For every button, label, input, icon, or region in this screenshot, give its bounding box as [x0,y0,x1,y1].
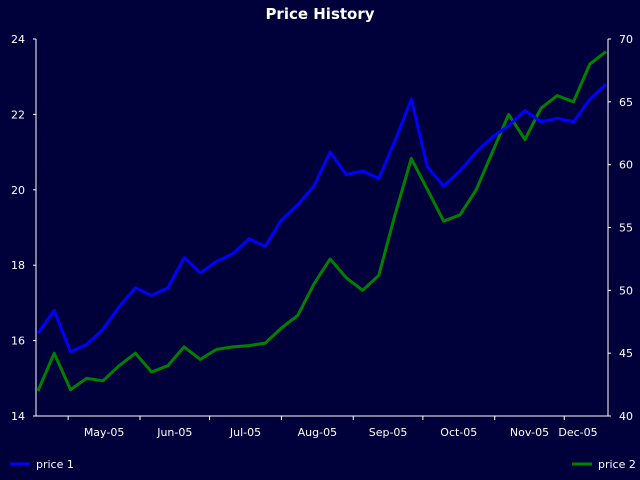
y-right-tick-label: 55 [619,222,633,235]
y-right-tick-label: 60 [619,159,633,172]
y-left-tick-label: 14 [11,410,25,423]
y-right-tick-label: 40 [619,410,633,423]
x-tick-label: Jun-05 [156,426,192,439]
legend-label-price-2: price 2 [598,458,636,471]
series-line-price-1 [36,83,608,354]
x-tick-label: Aug-05 [298,426,337,439]
legend-label-price-1: price 1 [36,458,74,471]
y-right-tick-label: 45 [619,347,633,360]
x-tick-label: Jul-05 [229,426,261,439]
y-right-tick-label: 70 [619,33,633,46]
x-tick-label: May-05 [84,426,125,439]
plot-axes: 14 16 18 20 22 24 40 45 50 55 60 65 70 May-05 Jun-05 Ju… [11,33,633,439]
x-tick-label: Nov-05 [510,426,549,439]
x-tick-label: Oct-05 [440,426,477,439]
y-left-tick-label: 24 [11,33,25,46]
series-line-price-2 [36,50,607,392]
x-tick-label: Dec-05 [558,426,597,439]
y-left-tick-label: 22 [11,108,25,121]
y-left-tick-label: 16 [11,335,25,348]
y-right-tick-label: 65 [619,96,633,109]
chart-title: Price History [265,5,374,23]
series-layer [36,50,608,392]
legend: price 1 price 2 [10,458,636,471]
y-left-tick-label: 20 [11,184,25,197]
y-left-tick-label: 18 [11,259,25,272]
y-right-tick-label: 50 [619,284,633,297]
x-tick-label: Sep-05 [369,426,408,439]
